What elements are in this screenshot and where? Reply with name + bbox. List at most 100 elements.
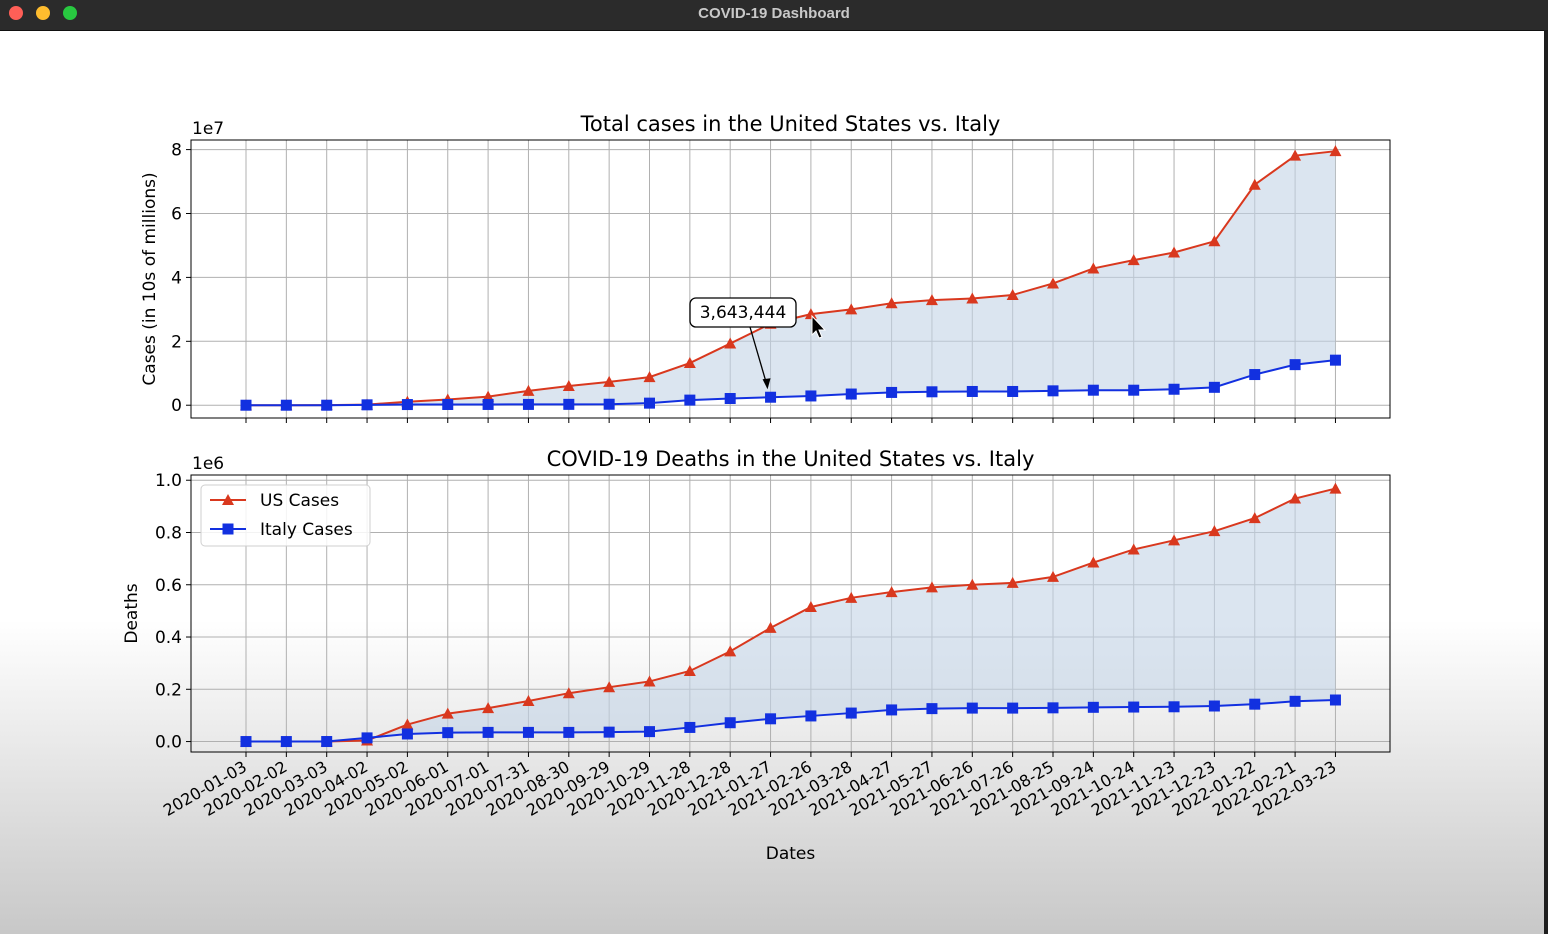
data-point-us xyxy=(1208,235,1221,247)
data-point-us xyxy=(724,337,737,349)
mouse-cursor-icon xyxy=(811,314,827,339)
title-bar[interactable]: COVID-19 Dashboard xyxy=(0,0,1548,31)
data-point-italy xyxy=(603,726,615,738)
data-point-us xyxy=(603,375,616,387)
y-axis-label: Deaths xyxy=(122,583,142,643)
data-point-italy xyxy=(684,394,696,406)
y-tick-label: 2 xyxy=(171,332,182,352)
close-window-button[interactable] xyxy=(9,6,23,20)
data-point-italy xyxy=(684,721,696,733)
data-point-us xyxy=(1248,512,1261,524)
data-point-us xyxy=(1006,288,1019,300)
data-point-italy xyxy=(522,726,534,738)
y-tick-label: 0.2 xyxy=(155,680,182,700)
data-point-italy xyxy=(240,399,252,411)
data-point-italy xyxy=(1168,383,1180,395)
data-point-italy xyxy=(805,710,817,722)
data-point-italy xyxy=(765,391,777,403)
data-point-italy xyxy=(1208,700,1220,712)
data-point-italy xyxy=(522,398,534,410)
data-point-us xyxy=(441,707,454,719)
data-point-us xyxy=(603,681,616,693)
data-point-italy xyxy=(926,386,938,398)
y-tick-label: 4 xyxy=(171,268,182,288)
annotation-box xyxy=(689,297,797,328)
data-point-italy xyxy=(1168,701,1180,713)
data-point-italy xyxy=(442,727,454,739)
data-point-italy xyxy=(966,385,978,397)
data-point-us xyxy=(764,621,777,633)
data-point-us xyxy=(1208,525,1221,537)
data-point-us xyxy=(1127,543,1140,555)
zoom-window-button[interactable] xyxy=(63,6,77,20)
data-point-italy xyxy=(361,732,373,744)
data-point-us xyxy=(925,581,938,593)
data-point-us xyxy=(1329,145,1342,157)
y-tick-label: 0.6 xyxy=(155,576,182,596)
data-point-us xyxy=(885,297,898,309)
data-point-italy xyxy=(886,704,898,716)
y-axis-label: Cases (in 10s of millions) xyxy=(140,172,160,385)
data-point-us xyxy=(804,308,817,320)
data-point-italy xyxy=(1249,698,1261,710)
y-tick-label: 0.4 xyxy=(155,628,182,648)
data-point-italy xyxy=(401,728,413,740)
data-point-italy xyxy=(805,390,817,402)
data-point-us xyxy=(804,600,817,612)
data-point-us xyxy=(1087,262,1100,274)
data-point-us xyxy=(401,718,414,730)
y-tick-label: 0.0 xyxy=(155,733,182,753)
chart-title: COVID-19 Deaths in the United States vs.… xyxy=(547,447,1035,471)
minimize-window-button[interactable] xyxy=(36,6,50,20)
data-point-us xyxy=(1329,482,1342,494)
data-point-italy xyxy=(563,726,575,738)
data-point-us xyxy=(845,303,858,315)
data-point-italy xyxy=(644,726,655,738)
y-tick-label: 8 xyxy=(171,141,182,161)
data-point-italy xyxy=(724,393,736,405)
data-point-italy xyxy=(321,736,333,748)
legend: US Cases Italy Cases xyxy=(200,484,371,547)
data-point-italy xyxy=(1208,381,1220,393)
data-point-us xyxy=(562,687,575,699)
y-offset-label: 1e6 xyxy=(192,454,224,474)
data-point-italy xyxy=(1047,385,1059,397)
data-point-us xyxy=(966,292,979,304)
data-point-us xyxy=(522,384,535,396)
data-point-us xyxy=(925,294,938,306)
series-line-italy xyxy=(246,359,1336,407)
data-point-italy xyxy=(482,398,494,410)
data-point-italy xyxy=(442,398,454,410)
data-point-italy xyxy=(321,399,333,411)
figure-canvas: 0 2 4 6 8 1e7 Total cases in the United States… xyxy=(122,112,1391,864)
fill-between-area xyxy=(246,488,1336,742)
data-point-us xyxy=(683,664,696,676)
data-point-us xyxy=(1289,149,1302,161)
data-point-italy xyxy=(724,717,736,729)
data-point-us xyxy=(885,586,898,598)
x-axis-label: Dates xyxy=(766,844,816,864)
y-tick-label: 0 xyxy=(171,396,182,416)
data-point-italy xyxy=(1047,702,1059,714)
chart-title: Total cases in the United States vs. Ita… xyxy=(580,112,1001,136)
window-edge xyxy=(1544,30,1548,934)
data-point-us xyxy=(643,675,656,687)
data-point-italy xyxy=(563,398,575,410)
y-tick-label: 1.0 xyxy=(155,471,182,491)
legend-entry-label: Italy Cases xyxy=(260,520,353,540)
legend-marker-us xyxy=(222,494,234,505)
fill-between-area xyxy=(246,151,1336,406)
data-point-us xyxy=(1127,254,1140,266)
data-point-us xyxy=(1168,534,1181,546)
data-point-us xyxy=(1168,246,1181,258)
y-tick-label: 0.8 xyxy=(155,523,182,543)
data-point-italy xyxy=(886,386,898,398)
data-point-us xyxy=(482,390,495,402)
data-point-italy xyxy=(1087,384,1099,396)
data-point-us xyxy=(1047,570,1059,582)
data-point-italy xyxy=(1128,384,1140,396)
data-point-italy xyxy=(1329,354,1341,366)
data-point-italy xyxy=(765,713,777,725)
data-point-italy xyxy=(1289,695,1301,707)
